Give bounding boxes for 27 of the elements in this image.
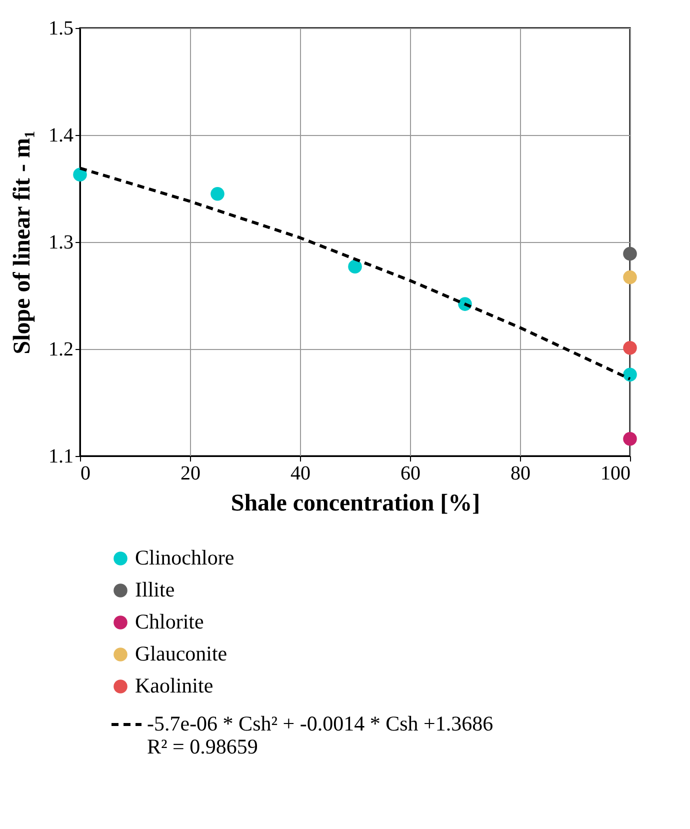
- point: [210, 186, 224, 201]
- point: [623, 432, 637, 446]
- point: [623, 341, 637, 355]
- point: [73, 168, 87, 182]
- point: [623, 246, 637, 261]
- y-tick-label: 1.2: [48, 338, 74, 360]
- point: [623, 368, 637, 382]
- x-tick-label: 100: [600, 462, 630, 484]
- y-tick-label: 1.1: [48, 446, 74, 468]
- x-tick-label: 80: [510, 462, 530, 484]
- x-tick-label: 20: [180, 462, 200, 484]
- x-tick-label: 40: [290, 462, 310, 484]
- legend-label: Glauconite: [135, 642, 228, 666]
- y-axis-title: Slope of linear fit - m₁: [10, 130, 36, 354]
- y-tick-label: 1.3: [48, 232, 74, 254]
- x-tick-label: 60: [400, 462, 420, 484]
- legend-label: -5.7e-06 * Csh² + -0.0014 * Csh +1.3686 R² = 0.98659: [147, 712, 494, 758]
- y-tick-label: 1.4: [48, 124, 74, 146]
- legend-label: Illite: [135, 578, 175, 602]
- point: [348, 260, 362, 274]
- y-tick-label: 1.5: [48, 18, 74, 40]
- x-axis-title: Shale concentration [%]: [230, 490, 480, 516]
- legend-label: Chlorite: [135, 610, 204, 634]
- point: [623, 270, 637, 284]
- legend-label: Clinochlore: [135, 546, 234, 570]
- legend-label: Kaolinite: [135, 674, 214, 698]
- x-tick-label: 0: [80, 462, 90, 484]
